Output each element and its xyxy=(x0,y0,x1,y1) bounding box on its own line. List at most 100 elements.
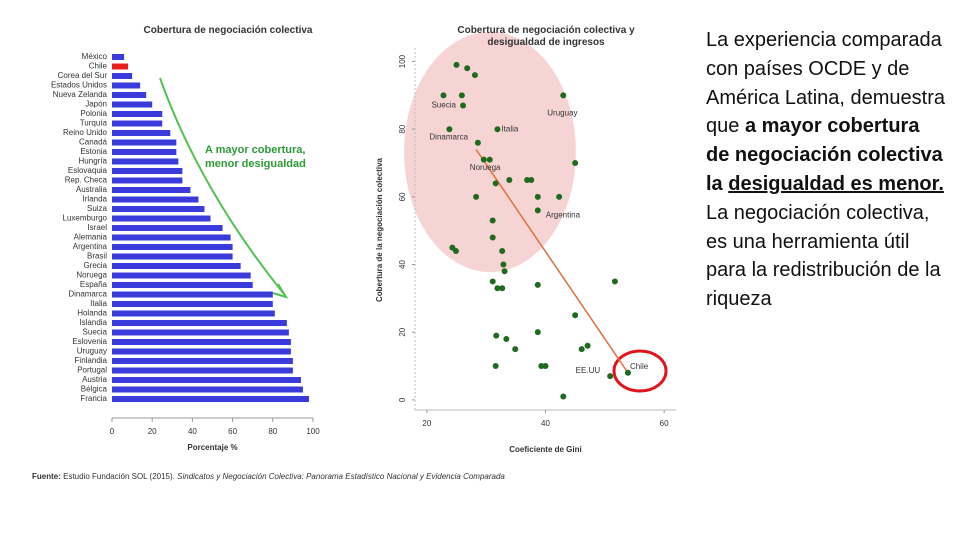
category-label: Islandia xyxy=(79,318,107,327)
source: Fuente: Estudio Fundación SOL (2015). Si… xyxy=(32,472,505,481)
point xyxy=(492,363,499,370)
point-label: Noruega xyxy=(470,163,501,172)
x-tick-label: 40 xyxy=(541,419,550,428)
point xyxy=(534,207,541,214)
bar xyxy=(112,196,199,203)
x-tick-label: 20 xyxy=(422,419,431,428)
point xyxy=(556,193,563,200)
bar xyxy=(112,386,303,393)
category-label: Grecia xyxy=(83,261,107,270)
bar xyxy=(112,139,177,146)
category-label: España xyxy=(80,280,108,289)
x-tick-label: 0 xyxy=(110,427,115,436)
x-axis-label: Porcentaje % xyxy=(187,443,237,452)
point xyxy=(624,369,631,376)
category-label: Turquía xyxy=(80,119,108,128)
bar xyxy=(112,234,231,241)
bar xyxy=(112,206,205,212)
point xyxy=(572,160,579,167)
y-axis-label: Cobertura de la negociación colectiva xyxy=(375,157,384,302)
bar xyxy=(112,272,251,279)
category-label: Suecia xyxy=(83,328,108,337)
category-label: Hungría xyxy=(79,157,108,166)
point-label: Suecia xyxy=(431,100,456,109)
category-label: Noruega xyxy=(76,271,107,280)
annotation: A mayor cobertura, menor desigualdad xyxy=(205,144,306,170)
point xyxy=(480,156,487,163)
chile-circle xyxy=(612,349,668,393)
bar xyxy=(112,320,287,326)
point xyxy=(503,335,510,342)
point xyxy=(534,193,541,200)
point xyxy=(538,363,545,370)
point xyxy=(611,278,618,285)
y-tick-label: 100 xyxy=(398,54,407,68)
x-tick-label: 80 xyxy=(268,427,277,436)
bar xyxy=(112,282,253,288)
category-label: Chile xyxy=(89,62,108,71)
bar xyxy=(112,225,223,231)
point xyxy=(494,126,501,133)
point-label: Argentina xyxy=(546,211,581,220)
category-label: Francia xyxy=(80,394,107,403)
point xyxy=(607,373,614,380)
bar xyxy=(112,339,291,345)
text-panel: La experiencia comparada con países OCDE… xyxy=(706,26,946,314)
panel-emphasis-underlined: desigualdad es menor. xyxy=(728,172,944,195)
point xyxy=(584,342,591,349)
category-label: Finlandia xyxy=(75,356,108,365)
category-label: Eslovaquia xyxy=(68,166,108,175)
point xyxy=(489,234,496,241)
bar xyxy=(112,120,163,127)
point xyxy=(578,346,585,353)
point xyxy=(506,176,513,183)
bar-chart-title: Cobertura de negociación colectiva xyxy=(143,25,313,36)
point xyxy=(501,268,508,275)
point-label: EE.UU xyxy=(576,366,601,375)
point xyxy=(500,261,507,268)
panel-emphasis: a mayor cobertura de negociación colecti… xyxy=(706,115,943,195)
category-label: Italia xyxy=(90,299,107,308)
x-tick-label: 60 xyxy=(660,419,669,428)
scatter-chart-title: Cobertura de negociación colectiva y des… xyxy=(457,25,635,48)
point xyxy=(473,193,480,200)
y-tick-label: 40 xyxy=(398,260,407,269)
point xyxy=(486,156,493,163)
bar xyxy=(112,54,125,60)
point xyxy=(534,329,541,336)
bar xyxy=(112,263,241,269)
category-label: Uruguay xyxy=(77,347,107,356)
point-label: Italia xyxy=(501,124,518,133)
point xyxy=(452,247,459,254)
bar xyxy=(112,358,293,364)
source-title: Sindicatos y Negociación Colectiva: Pano… xyxy=(177,472,505,481)
bar xyxy=(112,177,183,184)
category-label: Reino Unido xyxy=(63,128,108,137)
bar xyxy=(112,310,275,317)
category-label: Alemania xyxy=(74,233,108,242)
category-label: Corea del Sur xyxy=(58,71,108,80)
bar xyxy=(112,396,309,402)
category-label: Estados Unidos xyxy=(51,81,107,90)
y-tick-label: 0 xyxy=(398,397,407,402)
category-label: Dinamarca xyxy=(68,290,107,299)
x-tick-label: 20 xyxy=(148,427,157,436)
x-axis-label: Coeficiente de Gini xyxy=(509,445,581,454)
bar xyxy=(112,253,233,260)
x-tick-label: 100 xyxy=(306,427,320,436)
bar xyxy=(112,187,191,193)
point-label: Dinamarca xyxy=(429,132,468,141)
point xyxy=(494,285,501,292)
bar xyxy=(112,329,289,336)
y-tick-label: 60 xyxy=(398,192,407,201)
bar xyxy=(112,367,293,374)
category-label: Brasil xyxy=(87,252,107,261)
category-label: Eslovenia xyxy=(72,337,107,346)
category-label: Nueva Zelanda xyxy=(53,90,108,99)
y-tick-label: 80 xyxy=(398,124,407,133)
point xyxy=(474,139,481,146)
bar xyxy=(112,244,233,250)
bar xyxy=(112,149,177,155)
point xyxy=(464,65,471,72)
